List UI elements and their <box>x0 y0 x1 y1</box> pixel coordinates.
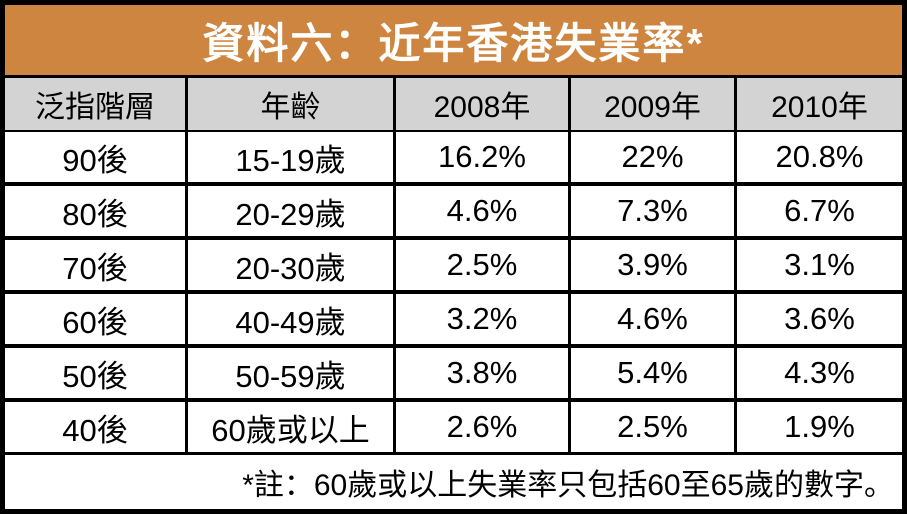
rate-cell: 3.9% <box>571 240 734 290</box>
age-range-cell: 60歲或以上 <box>188 402 393 452</box>
generation-cell: 80後 <box>5 186 185 236</box>
table-row: 70後 20-30歲 2.5% 3.9% 3.1% <box>5 240 902 290</box>
rate-cell: 7.3% <box>571 186 734 236</box>
table-body: 90後 15-19歲 16.2% 22% 20.8% 80後 20-29歲 4.6% 7.3% 6… <box>5 132 902 455</box>
rate-cell: 6.7% <box>737 186 902 236</box>
rate-cell: 1.9% <box>737 402 902 452</box>
table-row: 40後 60歲或以上 2.6% 2.5% 1.9% <box>5 402 902 452</box>
age-range-cell: 20-29歲 <box>188 186 393 236</box>
column-header: 2008年 <box>396 78 568 130</box>
generation-cell: 50後 <box>5 348 185 398</box>
generation-cell: 90後 <box>5 132 185 182</box>
generation-cell: 60後 <box>5 294 185 344</box>
rate-cell: 4.6% <box>396 186 568 236</box>
table-title: 資料六：近年香港失業率* <box>5 5 902 75</box>
age-range-cell: 15-19歲 <box>188 132 393 182</box>
table-footnote: *註：60歲或以上失業率只包括60至65歲的數字。 <box>5 455 902 509</box>
rate-cell: 3.1% <box>737 240 902 290</box>
rate-cell: 2.6% <box>396 402 568 452</box>
age-range-cell: 40-49歲 <box>188 294 393 344</box>
rate-cell: 22% <box>571 132 734 182</box>
generation-cell: 40後 <box>5 402 185 452</box>
rate-cell: 2.5% <box>571 402 734 452</box>
generation-cell: 70後 <box>5 240 185 290</box>
age-range-cell: 20-30歲 <box>188 240 393 290</box>
rate-cell: 20.8% <box>737 132 902 182</box>
rate-cell: 4.6% <box>571 294 734 344</box>
rate-cell: 2.5% <box>396 240 568 290</box>
rate-cell: 16.2% <box>396 132 568 182</box>
table-row: 60後 40-49歲 3.2% 4.6% 3.6% <box>5 294 902 344</box>
age-range-cell: 50-59歲 <box>188 348 393 398</box>
column-header: 2010年 <box>737 78 902 130</box>
table-row: 50後 50-59歲 3.8% 5.4% 4.3% <box>5 348 902 398</box>
rate-cell: 4.3% <box>737 348 902 398</box>
column-header: 泛指階層 <box>5 78 185 130</box>
table-header-row: 泛指階層 年齡 2008年 2009年 2010年 <box>5 78 902 130</box>
column-header: 2009年 <box>571 78 734 130</box>
table-row: 90後 15-19歲 16.2% 22% 20.8% <box>5 132 902 182</box>
column-header: 年齡 <box>188 78 393 130</box>
rate-cell: 5.4% <box>571 348 734 398</box>
rate-cell: 3.8% <box>396 348 568 398</box>
table-row: 80後 20-29歲 4.6% 7.3% 6.7% <box>5 186 902 236</box>
rate-cell: 3.6% <box>737 294 902 344</box>
rate-cell: 3.2% <box>396 294 568 344</box>
